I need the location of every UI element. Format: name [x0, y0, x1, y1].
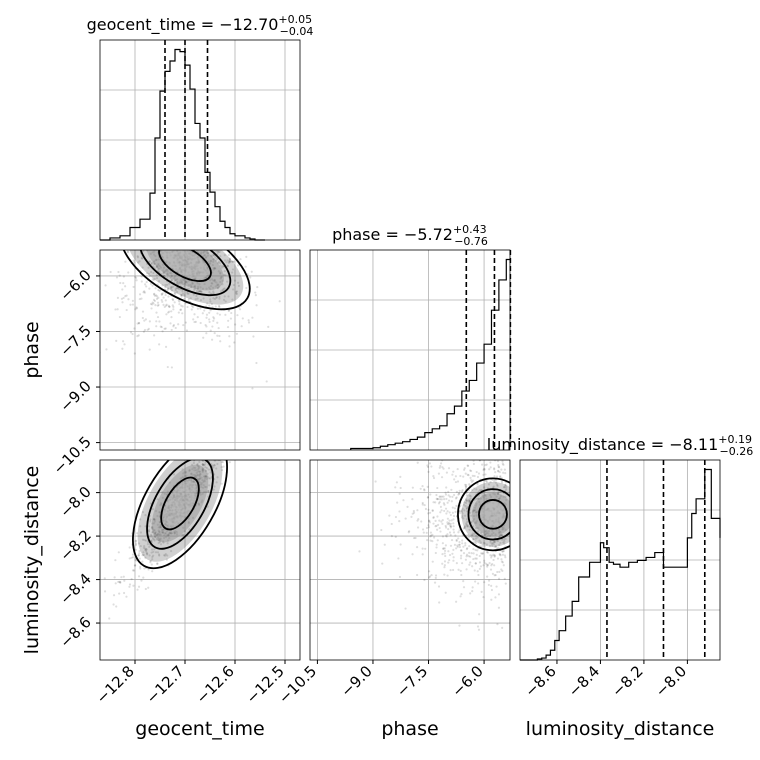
histogram-luminosity_distance: [520, 468, 721, 661]
ytick-label-phase-1: −9.0: [56, 377, 94, 415]
panel-phase-luminosity_distance-grid: [310, 460, 510, 660]
panel-geocent_time-phase-grid: [100, 250, 300, 450]
ytick-label-phase-3: −6.0: [56, 266, 94, 304]
ytick-label-luminosity_distance-0: −8.6: [56, 613, 94, 651]
panel-phase-luminosity_distance-contours: [457, 477, 510, 552]
xtick-label-phase-1: −9.0: [337, 662, 375, 700]
ytick-label-luminosity_distance-1: −8.4: [56, 570, 94, 608]
ytick-label-phase-2: −7.5: [56, 322, 94, 360]
panel-phase-luminosity_distance-frame: [309, 459, 511, 661]
title-geocent_time: geocent_time = −12.70+0.05 −0.04: [87, 13, 314, 38]
hist-geocent_time-frame: [99, 39, 301, 241]
title-luminosity_distance: luminosity_distance = −8.11+0.19 −0.26: [487, 433, 753, 458]
ytick-label-phase-0: −10.5: [50, 433, 95, 478]
title-phase: phase = −5.72+0.43 −0.76: [332, 223, 488, 248]
panel-geocent_time-luminosity_distance-frame: [99, 459, 301, 661]
histogram-geocent_time: [100, 48, 265, 241]
xtick-label-geocent_time-1: −12.7: [143, 662, 188, 707]
xtick-label-phase-3: −6.0: [448, 662, 486, 700]
xaxis-label-geocent_time: geocent_time: [135, 718, 264, 740]
panel-geocent_time-phase-frame: [99, 249, 301, 451]
yaxis-label-luminosity_distance: luminosity_distance: [21, 466, 43, 655]
hist-luminosity_distance-frame: [519, 459, 721, 661]
xaxis-label-phase: phase: [381, 718, 438, 740]
ytick-label-luminosity_distance-2: −8.2: [56, 526, 94, 564]
yaxis-label-phase: phase: [21, 321, 43, 378]
xtick-label-geocent_time-2: −12.6: [193, 662, 238, 707]
xtick-label-phase-2: −7.5: [393, 662, 431, 700]
hist-luminosity_distance-grid: [520, 460, 720, 660]
xtick-label-luminosity_distance-3: −8.0: [652, 662, 690, 700]
xtick-label-geocent_time-0: −12.8: [93, 662, 138, 707]
xtick-label-luminosity_distance-1: −8.4: [565, 662, 603, 700]
panel-geocent_time-phase-contours: [119, 250, 251, 311]
xtick-label-luminosity_distance-0: −8.6: [521, 662, 559, 700]
hist-phase-grid: [310, 250, 510, 450]
xaxis-label-luminosity_distance: luminosity_distance: [526, 718, 715, 740]
xtick-label-luminosity_distance-2: −8.2: [608, 662, 646, 700]
panel-geocent_time-luminosity_distance-contours: [132, 460, 228, 570]
histogram-phase: [350, 258, 510, 450]
hist-geocent_time-grid: [100, 40, 300, 240]
hist-phase-frame: [309, 249, 511, 451]
ytick-label-luminosity_distance-3: −8.0: [56, 483, 94, 521]
